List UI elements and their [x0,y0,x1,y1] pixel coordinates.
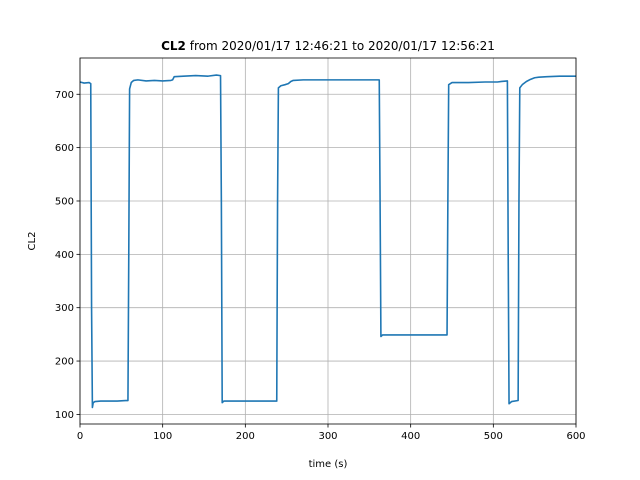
y-tick-label: 200 [55,357,74,368]
x-tick-label: 200 [236,431,255,442]
x-tick-label: 600 [566,431,585,442]
chart-title: CL2 from 2020/01/17 12:46:21 to 2020/01/… [161,39,495,53]
x-tick-label: 500 [484,431,503,442]
y-axis-label: CL2 [27,232,38,251]
x-tick-label: 0 [77,431,83,442]
y-tick-label: 700 [55,90,74,101]
series-line [79,74,576,409]
chart-title-rest: from 2020/01/17 12:46:21 to 2020/01/17 1… [186,39,495,53]
y-tick-label: 400 [55,250,74,261]
grid-lines [79,58,577,424]
y-tick-label: 300 [55,303,74,314]
y-tick-label: 600 [55,143,74,154]
x-axis-label: time (s) [309,459,348,470]
x-tick-label: 400 [401,431,420,442]
x-tick-label: 100 [153,431,172,442]
series-layer [79,74,576,409]
chart-title-bold: CL2 [161,39,186,53]
x-tick-label: 300 [318,431,337,442]
y-tick-label: 100 [55,410,74,421]
y-axis: 100 200 300 400 500 600 700 [55,90,80,421]
y-tick-label: 500 [55,196,74,207]
x-axis: 0 100 200 300 400 500 600 [77,424,586,442]
